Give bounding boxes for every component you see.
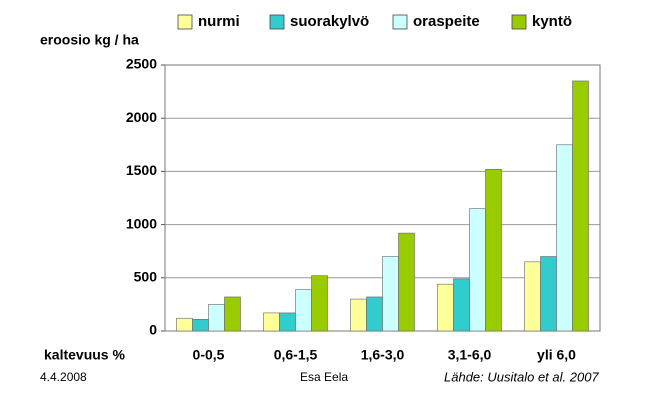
bar [192,318,209,332]
bar [469,208,486,332]
x-axis-label: kaltevuus % [44,347,125,363]
legend-label: oraspeite [413,13,480,30]
x-tick-label: 0,6-1,5 [274,347,318,363]
legend-swatch [269,14,285,30]
bar [382,256,399,332]
legend-label: nurmi [198,13,240,30]
bar [176,317,193,332]
legend-label: kyntö [532,13,572,30]
x-tick-label: 1,6-3,0 [361,347,405,363]
bar [208,304,225,332]
source: Lähde: Uusitalo et al. 2007 [444,369,599,384]
bar [556,144,573,332]
bar [366,296,383,332]
bar [524,261,541,332]
bar [540,256,557,332]
bar [398,232,415,332]
x-tick-label: 3,1-6,0 [448,347,492,363]
y-tick-label: 500 [134,269,158,285]
x-tick-label: 0-0,5 [193,347,225,363]
y-tick-label: 2000 [126,109,157,125]
y-tick-label: 1500 [126,162,157,178]
bar [311,275,328,332]
bar [572,80,589,332]
legend-swatch [392,14,408,30]
y-tick-label: 1000 [126,215,157,231]
bar [350,298,367,332]
y-tick-label: 0 [149,322,157,338]
bar [263,312,280,332]
date: 4.4.2008 [40,370,87,384]
bar [485,168,502,332]
bar [279,312,296,332]
bar [295,289,312,332]
y-tick-label: 2500 [126,56,157,72]
bar [437,283,454,332]
bar [453,278,470,332]
y-axis-label: eroosio kg / ha [40,32,139,48]
author: Esa Eela [300,370,348,384]
legend-swatch [511,14,527,30]
bar [224,296,241,332]
x-tick-label: yli 6,0 [537,347,576,363]
legend-label: suorakylvö [290,13,369,30]
legend-swatch [177,14,193,30]
